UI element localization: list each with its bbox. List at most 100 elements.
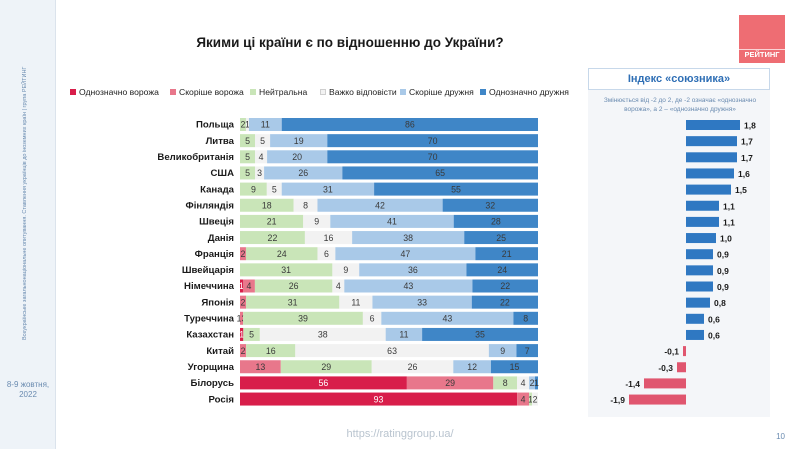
bar-segment bbox=[267, 150, 328, 164]
data-label: 1 bbox=[528, 394, 533, 404]
data-label: 39 bbox=[298, 314, 308, 324]
bar-segment bbox=[281, 118, 538, 131]
data-label: 11 bbox=[399, 330, 408, 340]
bar-segment bbox=[255, 150, 268, 164]
data-label: 65 bbox=[435, 168, 445, 178]
index-value-label: 1,0 bbox=[720, 234, 732, 244]
index-bar bbox=[686, 200, 719, 211]
bar-segment bbox=[246, 344, 296, 358]
bar-segment bbox=[240, 150, 256, 164]
bar-segment bbox=[240, 279, 243, 293]
bar-segment bbox=[303, 214, 331, 228]
data-label: 70 bbox=[428, 136, 438, 146]
bar-segment bbox=[488, 344, 517, 358]
legend-swatch bbox=[170, 89, 176, 95]
bar-segment bbox=[240, 134, 256, 148]
legend-label: Важко відповісти bbox=[329, 87, 397, 97]
bar-segment bbox=[385, 327, 423, 341]
category-label: Швеція bbox=[199, 217, 234, 228]
data-label: 25 bbox=[496, 233, 506, 243]
bar-segment bbox=[513, 311, 538, 325]
index-value-label: 1,6 bbox=[738, 169, 750, 179]
data-label: 5 bbox=[272, 184, 277, 194]
data-label: 86 bbox=[405, 120, 415, 130]
index-bar bbox=[683, 346, 686, 357]
data-label: 4 bbox=[246, 281, 251, 291]
data-label: 26 bbox=[289, 281, 299, 291]
bar-segment bbox=[240, 118, 246, 131]
bar-segment bbox=[529, 376, 536, 390]
legend-swatch bbox=[250, 89, 256, 95]
bar-segment bbox=[304, 231, 353, 245]
index-value-label: -0,3 bbox=[658, 363, 673, 373]
legend-label: Нейтральна bbox=[259, 87, 308, 97]
footer-url[interactable]: https://ratinggroup.ua/ bbox=[346, 428, 454, 440]
data-label: 21 bbox=[267, 217, 277, 227]
bar-segment bbox=[240, 182, 267, 196]
bar-segment bbox=[240, 376, 407, 390]
page-number: 10 bbox=[776, 432, 785, 441]
data-label: 38 bbox=[403, 233, 413, 243]
bar-segment bbox=[295, 344, 489, 358]
index-bar bbox=[686, 313, 704, 324]
data-label: 38 bbox=[318, 330, 328, 340]
category-label: Франція bbox=[195, 249, 234, 260]
data-label: 9 bbox=[251, 184, 256, 194]
index-value-label: -0,1 bbox=[664, 347, 679, 357]
data-label: 16 bbox=[266, 346, 276, 356]
data-label: 4 bbox=[521, 394, 526, 404]
chart-legend: Однозначно ворожа Скоріше ворожа Нейтральн… bbox=[70, 85, 580, 99]
data-label: 31 bbox=[288, 297, 298, 307]
data-label: 4 bbox=[521, 378, 526, 388]
bar-segment bbox=[516, 344, 538, 358]
data-label: 7 bbox=[525, 346, 530, 356]
index-value-label: 1,7 bbox=[741, 153, 753, 163]
data-label: 47 bbox=[400, 249, 410, 259]
bar-segment bbox=[475, 247, 538, 261]
data-label: 9 bbox=[500, 346, 505, 356]
data-label: 35 bbox=[475, 330, 485, 340]
data-label: 2 bbox=[241, 249, 246, 259]
bar-segment bbox=[240, 344, 247, 358]
bar-segment bbox=[472, 279, 538, 293]
bar-segment bbox=[240, 247, 246, 261]
survey-date-line1: 8-9 жовтня, bbox=[6, 380, 50, 389]
data-label: 22 bbox=[500, 281, 510, 291]
bar-segment bbox=[293, 198, 318, 212]
legend-swatch bbox=[400, 89, 406, 95]
data-label: 24 bbox=[497, 265, 507, 275]
bar-segment bbox=[240, 295, 247, 309]
category-label: Росія bbox=[209, 394, 235, 405]
category-label: Канада bbox=[200, 184, 235, 195]
data-label: 2 bbox=[241, 297, 246, 307]
category-label: Японія bbox=[201, 297, 234, 308]
bar-segment bbox=[381, 311, 514, 325]
data-label: 18 bbox=[262, 200, 272, 210]
index-title: Індекс «союзника» bbox=[627, 73, 731, 85]
index-bar bbox=[686, 329, 704, 340]
logo-line bbox=[739, 49, 785, 50]
bar-segment bbox=[344, 279, 473, 293]
data-label: 15 bbox=[510, 362, 520, 372]
index-value-label: 1,8 bbox=[744, 121, 756, 131]
bar-segment bbox=[352, 231, 465, 245]
sidebar-divider bbox=[55, 0, 56, 449]
index-bar bbox=[686, 265, 713, 276]
category-label: США bbox=[211, 168, 235, 179]
data-label: 56 bbox=[319, 378, 329, 388]
bar-segment bbox=[254, 279, 333, 293]
index-value-label: 0,9 bbox=[717, 282, 729, 292]
category-label: Німеччина bbox=[184, 281, 235, 292]
data-label: 12 bbox=[467, 362, 477, 372]
chart-title: Якими ці країни є по відношенню до Украї… bbox=[196, 35, 504, 50]
bar-segment bbox=[406, 376, 494, 390]
bar-segment bbox=[327, 150, 538, 164]
data-label: 41 bbox=[387, 217, 397, 227]
data-label: 32 bbox=[485, 200, 495, 210]
data-label: 13 bbox=[237, 314, 247, 324]
data-label: 16 bbox=[324, 233, 334, 243]
bar-segment bbox=[529, 392, 533, 406]
bar-segment bbox=[374, 182, 538, 196]
bar-segment bbox=[422, 327, 538, 341]
